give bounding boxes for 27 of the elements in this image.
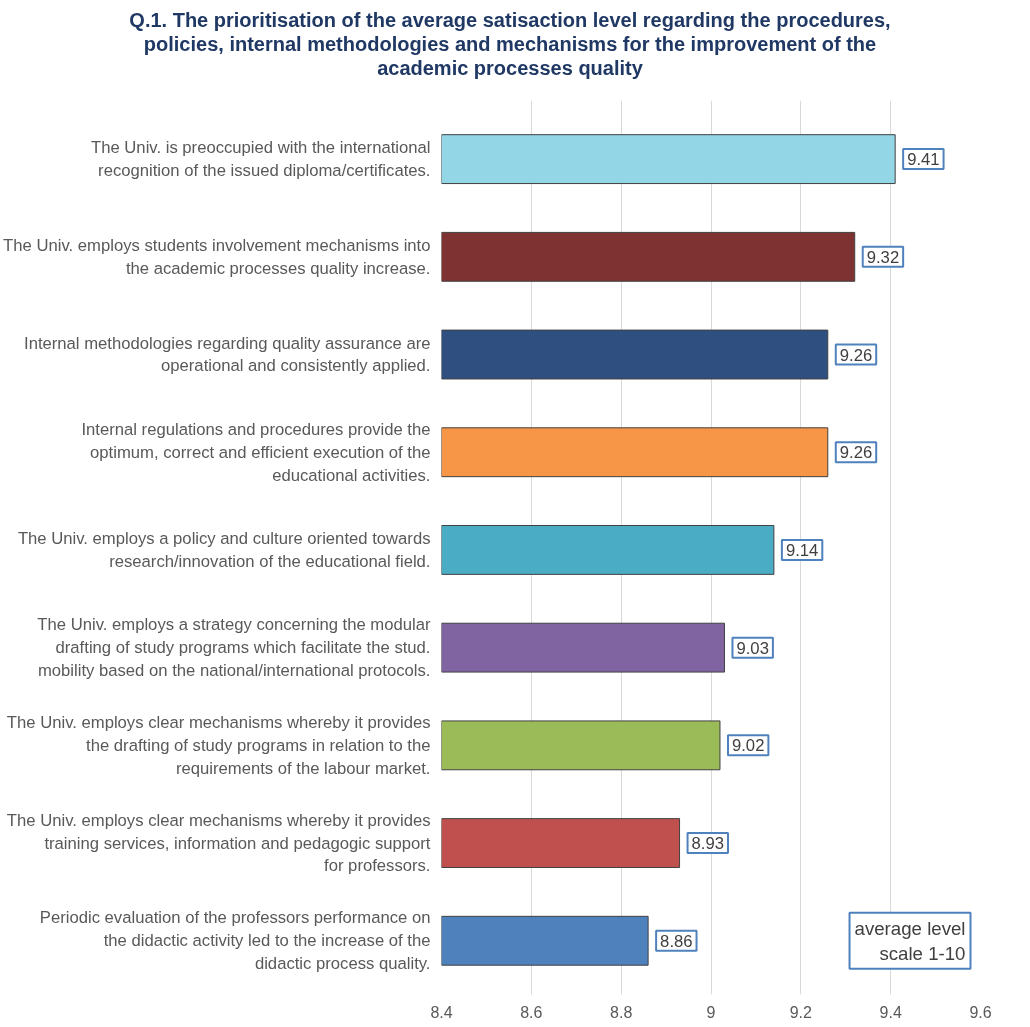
x-tick-label: 8.6 bbox=[520, 1003, 543, 1021]
y-tick-label: Periodic evaluation of the professors performance on the didactic activity led to the increase of the didactic process quality. bbox=[39, 908, 431, 974]
y-tick-label: The Univ. employs clear mechanisms whereby it provides the drafting of study programs in relation to the requirements of the labour market. bbox=[6, 713, 431, 778]
x-tick-label: 9 bbox=[706, 1003, 716, 1021]
data-label: 9.26 bbox=[839, 345, 873, 365]
y-tick-label: Internal methodologies regarding quality assurance are operational and consistently applied. bbox=[24, 333, 431, 376]
x-tick-label: 8.4 bbox=[430, 1003, 453, 1021]
data-label: 8.93 bbox=[691, 834, 724, 854]
data-label: 9.14 bbox=[785, 540, 819, 560]
y-tick-label: The Univ. employs students involvement mechanisms into the academic processes quality increase. bbox=[3, 235, 431, 278]
y-tick-label: The Univ. employs a policy and culture oriented towards research/innovation of the educational field. bbox=[17, 529, 431, 571]
x-tick-label: 8.8 bbox=[610, 1003, 633, 1021]
y-tick-label: Internal regulations and procedures provide the optimum, correct and efficient execution of the educational activities. bbox=[81, 419, 431, 485]
data-label: 9.02 bbox=[731, 736, 765, 756]
data-label: 9.32 bbox=[866, 247, 900, 267]
data-label: 9.41 bbox=[907, 150, 940, 170]
annotation: average level scale 1-10 bbox=[854, 917, 966, 964]
x-tick-label: 9.2 bbox=[789, 1003, 813, 1021]
y-tick-label: The Univ. employs clear mechanisms whereby it provides training services, information and pedagogic support for professors. bbox=[6, 810, 431, 876]
data-label: 9.03 bbox=[736, 638, 769, 658]
data-label: 9.26 bbox=[839, 443, 873, 463]
x-tick-label: 9.6 bbox=[969, 1003, 992, 1021]
chart-title: Q.1. The prioritisation of the average satisaction level regarding the procedures, policies, internal methodologies and mechanisms for the improvement of the academic processes quality bbox=[128, 8, 892, 80]
y-tick-label: The Univ. employs a strategy concerning the modular drafting of study programs which facilitate the stud. mobility based on the national/international protocols. bbox=[37, 615, 431, 680]
data-label: 8.86 bbox=[660, 931, 693, 951]
y-tick-label: The Univ. is preoccupied with the international recognition of the issued diploma/certificates. bbox=[91, 138, 431, 181]
x-tick-label: 9.4 bbox=[879, 1003, 902, 1021]
